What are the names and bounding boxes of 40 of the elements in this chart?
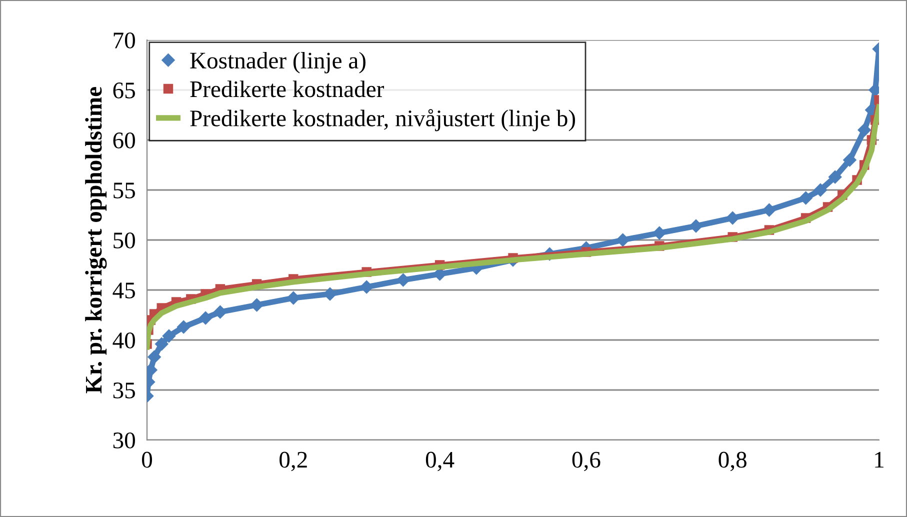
point: [689, 219, 703, 233]
point: [198, 311, 212, 325]
y-tick-label: 55: [114, 182, 135, 198]
x-tick-label: 0,2: [280, 452, 307, 472]
y-tick-label: 60: [113, 132, 135, 148]
y-tick-label: 70: [114, 32, 135, 48]
point: [814, 183, 828, 197]
point: [286, 291, 300, 305]
legend-label: Kostnader (linje a): [190, 52, 366, 74]
x-tick-label: 0,4: [426, 452, 454, 472]
y-tick-label: 50: [114, 232, 135, 248]
point: [250, 298, 264, 312]
point: [799, 191, 812, 205]
point: [726, 211, 740, 225]
y-tick-label: 35: [113, 382, 135, 398]
point: [396, 273, 410, 287]
x-tick-label: 0,6: [572, 452, 600, 472]
point: [323, 287, 337, 301]
x-tick-label: 0: [142, 452, 152, 468]
point: [155, 337, 168, 351]
point: [828, 170, 842, 184]
point: [148, 350, 161, 364]
point: [360, 280, 374, 294]
x-tick-label: 0,8: [718, 452, 746, 472]
point: [616, 233, 630, 247]
legend-label: Predikerte kostnader, nivåjustert (linje b): [190, 109, 576, 132]
y-tick-label: 45: [112, 282, 135, 298]
point: [858, 123, 871, 137]
point: [762, 203, 776, 217]
point: [162, 329, 176, 343]
point: [214, 305, 227, 319]
y-tick-label: 40: [112, 332, 135, 348]
point: [843, 153, 856, 167]
y-axis-title: Kr. pr. korrigert oppholdstime: [85, 87, 107, 394]
y-tick-label: 30: [113, 432, 135, 448]
x-tick-label: 1: [875, 452, 884, 468]
legend-label: Predikerte kostnader: [190, 80, 384, 98]
y-tick-label: 65: [113, 82, 135, 98]
point: [652, 226, 666, 240]
point: [177, 320, 190, 334]
